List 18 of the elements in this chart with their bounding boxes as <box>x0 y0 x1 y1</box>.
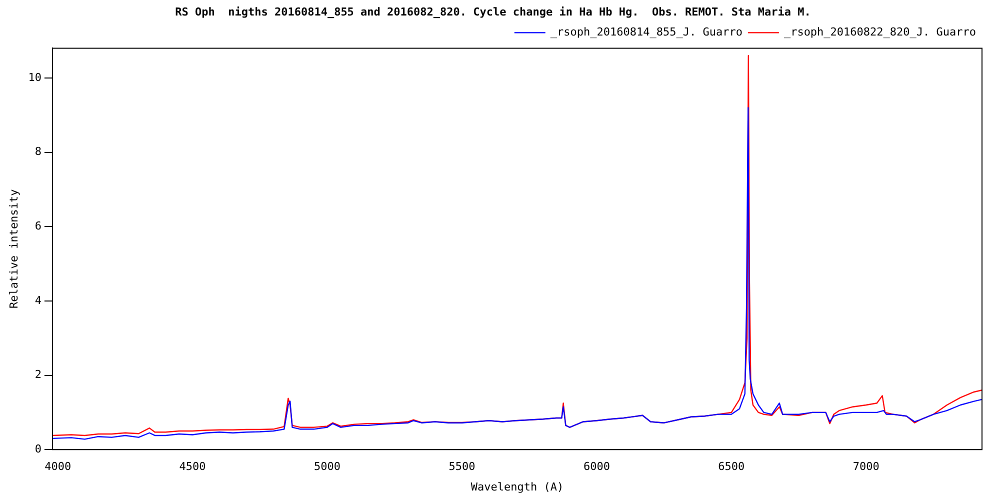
y-tick-label: 0 <box>34 442 42 456</box>
x-tick-label: 4500 <box>179 460 206 474</box>
y-tick-label: 4 <box>34 294 42 307</box>
y-axis-title: Relative intensity <box>7 188 20 309</box>
y-tick-label: 10 <box>28 70 42 84</box>
x-tick-label: 4000 <box>44 460 72 474</box>
y-tick-label: 8 <box>34 145 42 158</box>
x-tick-label: 6000 <box>583 460 610 474</box>
y-tick-label: 6 <box>34 219 42 232</box>
legend-label: _rsoph_20160814_855_J. Guarro <box>550 26 742 39</box>
y-tick-label: 2 <box>34 368 42 382</box>
x-tick-label: 6500 <box>718 460 745 474</box>
x-tick-label: 7000 <box>852 460 880 474</box>
x-axis-title: Wavelength (A) <box>470 480 564 494</box>
x-tick-label: 5500 <box>448 460 476 474</box>
x-tick-label: 5000 <box>314 460 341 474</box>
legend-label: _rsoph_20160822_820_J. Guarro <box>784 26 976 39</box>
chart-title: RS Oph nigths 20160814_855 and 2016082_820. Cycle change in Ha Hb Hg. Obs. REMOT. Sta Maria M. <box>175 5 811 18</box>
